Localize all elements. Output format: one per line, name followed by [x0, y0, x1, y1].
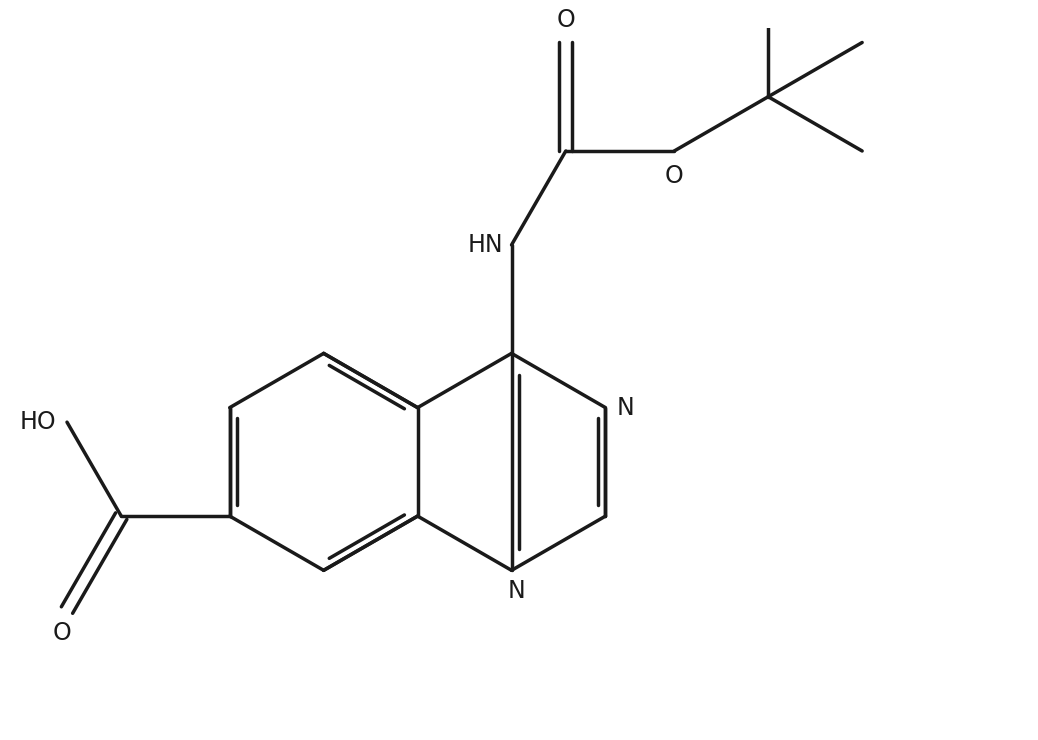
Text: O: O [556, 7, 575, 32]
Text: HN: HN [467, 233, 502, 257]
Text: O: O [52, 621, 71, 645]
Text: N: N [617, 396, 634, 420]
Text: HO: HO [20, 410, 56, 434]
Text: O: O [665, 164, 684, 188]
Text: N: N [508, 579, 526, 603]
